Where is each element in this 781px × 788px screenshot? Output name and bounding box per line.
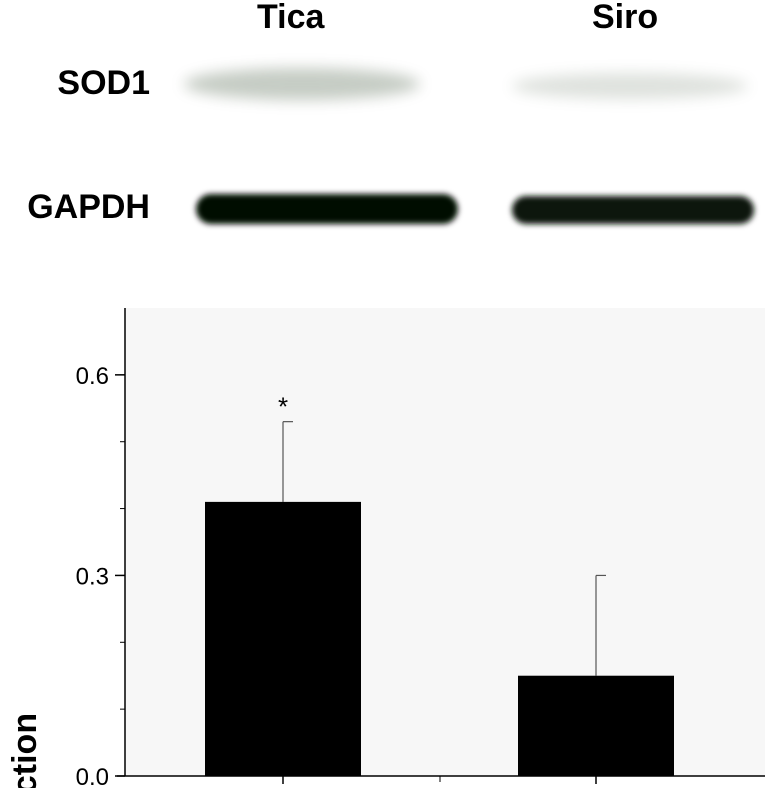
y-axis-label: Fold induction <box>6 713 44 788</box>
sod1-band-tica <box>184 68 420 100</box>
bars: * <box>205 392 674 776</box>
y-axis-ticks: 0.0 0.3 0.6 <box>76 363 597 788</box>
gapdh-band-tica <box>196 194 458 224</box>
bar-siro <box>518 675 674 776</box>
y-tick-label: 0.0 <box>76 764 109 788</box>
row-label-sod1: SOD1 <box>57 64 150 102</box>
gapdh-band-row <box>196 194 754 224</box>
bar-tica <box>205 501 361 776</box>
blot-bands <box>184 68 754 224</box>
y-tick-label: 0.3 <box>76 563 109 590</box>
lane-label-siro: Siro <box>592 0 659 36</box>
significance-marker: * <box>278 392 288 422</box>
sod1-band-siro <box>512 73 748 99</box>
row-label-gapdh: GAPDH <box>27 188 150 226</box>
gapdh-band-siro <box>512 196 754 224</box>
bar-chart: Fold induction 0.0 0.3 0.6 * <box>6 308 765 788</box>
lane-label-tica: Tica <box>257 0 325 36</box>
sod1-band-row <box>184 68 748 100</box>
y-tick-label: 0.6 <box>76 363 109 390</box>
